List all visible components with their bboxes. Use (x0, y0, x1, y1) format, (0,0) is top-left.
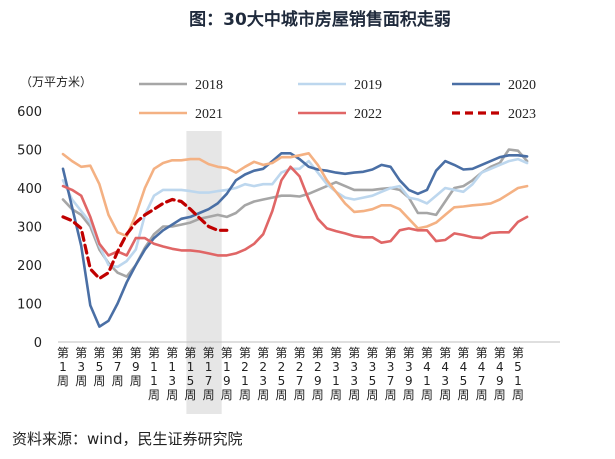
legend-label-2021: 2021 (195, 107, 223, 122)
y-axis-unit-label: （万平方米） (20, 74, 92, 89)
y-axis: 0 100 200 300 400 500 600 (17, 105, 560, 351)
highlight-band (186, 131, 222, 414)
x-axis: 第 1 周第 3 周第 5 周第 7 周第 9 周第 1 1 周第 1 3 周第 1 5 周第 1 7 周第 1 9 周第 2 1 周第… (57, 346, 524, 402)
legend-label-2022: 2022 (354, 107, 382, 122)
legend-label-2023: 2023 (508, 107, 536, 122)
y-tick-label: 300 (17, 221, 42, 236)
series-line-2019 (61, 157, 529, 269)
series-line-2021 (61, 152, 529, 238)
y-tick-label: 200 (17, 259, 42, 274)
y-tick-label: 0 (34, 336, 42, 351)
y-tick-label: 500 (17, 144, 42, 159)
legend: 2018 2019 2020 2021 2022 2023 (139, 78, 536, 122)
y-tick-label: 100 (17, 298, 42, 313)
legend-label-2018: 2018 (195, 78, 223, 93)
series-line-2022 (61, 165, 529, 257)
y-tick-label: 600 (17, 105, 42, 120)
legend-label-2020: 2020 (508, 78, 536, 93)
plot-area (61, 148, 529, 328)
legend-label-2019: 2019 (354, 78, 382, 93)
series-line-2020 (61, 152, 529, 328)
source-note: 资料来源：wind，民生证券研究院 (12, 430, 242, 448)
y-tick-label: 400 (17, 182, 42, 197)
chart-title: 图：30大中城市房屋销售面积走弱 (189, 9, 451, 30)
series-line-2023 (61, 197, 229, 281)
